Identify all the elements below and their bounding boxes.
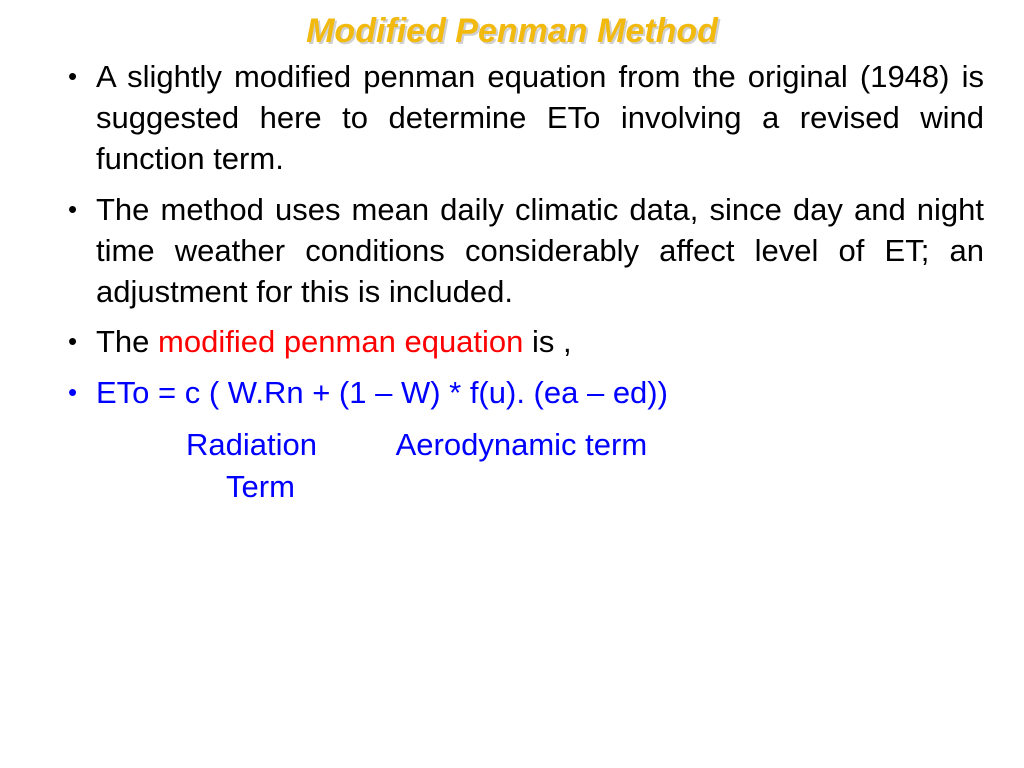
bullet-item-equation: ETo = c ( W.Rn + (1 – W) * f(u). (ea – e… bbox=[68, 373, 984, 414]
bullet-list: A slightly modified penman equation from… bbox=[40, 57, 984, 414]
bullet-text: The method uses mean daily climatic data… bbox=[96, 192, 984, 309]
equation-terms-row: Term bbox=[40, 466, 984, 508]
bullet-item: A slightly modified penman equation from… bbox=[68, 57, 984, 180]
bullet-item: The modified penman equation is , bbox=[68, 322, 984, 363]
term-aerodynamic: Aerodynamic term bbox=[396, 427, 648, 462]
bullet-text: The bbox=[96, 324, 158, 359]
slide: Modified Penman Method A slightly modifi… bbox=[0, 0, 1024, 768]
bullet-text: A slightly modified penman equation from… bbox=[96, 59, 984, 176]
term-radiation: Radiation bbox=[186, 427, 317, 462]
bullet-item: The method uses mean daily climatic data… bbox=[68, 190, 984, 313]
bullet-text: is , bbox=[523, 324, 571, 359]
slide-title: Modified Penman Method bbox=[40, 12, 984, 51]
bullet-text-highlight: modified penman equation bbox=[158, 324, 523, 359]
term-radiation-label: Term bbox=[226, 469, 295, 504]
equation-text: ETo = c ( W.Rn + (1 – W) * f(u). (ea – e… bbox=[96, 375, 668, 410]
equation-terms-row: Radiation Aerodynamic term bbox=[40, 424, 984, 466]
